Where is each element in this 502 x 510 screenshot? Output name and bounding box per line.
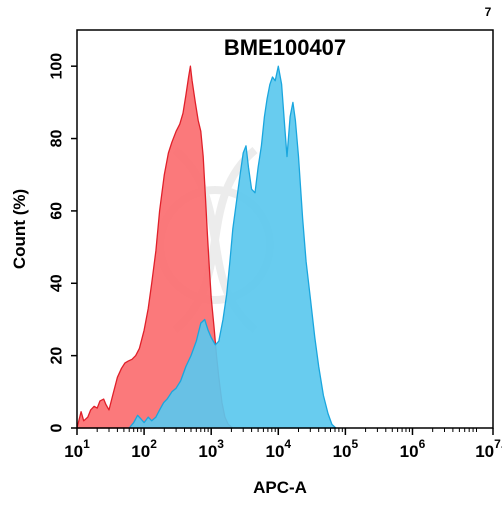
x-tick-label: 101 <box>64 437 90 461</box>
y-axis: 0 20 40 60 80 100 <box>49 53 77 432</box>
chart-title: BME100407 <box>224 35 346 60</box>
series-layer <box>76 65 337 429</box>
y-tick-label: 20 <box>49 347 66 365</box>
x-tick-label: 104 <box>265 437 291 461</box>
y-tick-label: 80 <box>49 130 66 148</box>
x-axis-label: APC-A <box>253 478 307 497</box>
top-right-tick-label: 7 <box>485 5 492 19</box>
y-tick-label: 0 <box>49 423 66 432</box>
histogram-series-1 <box>76 65 234 429</box>
x-tick-label: 103 <box>198 437 224 461</box>
y-tick-label: 40 <box>49 274 66 292</box>
x-tick-label: 107.2 <box>475 437 502 461</box>
y-tick-label: 100 <box>49 53 66 80</box>
plot-frame <box>76 29 494 429</box>
x-tick-label: 102 <box>131 437 157 461</box>
histogram-series-2 <box>128 65 337 429</box>
x-tick-label: 106 <box>400 437 426 461</box>
y-axis-label: Count (%) <box>10 189 29 269</box>
y-tick-label: 60 <box>49 202 66 220</box>
x-tick-label: 105 <box>333 437 359 461</box>
x-axis: 101 102 103 104 105 106 107.2 <box>64 428 502 461</box>
